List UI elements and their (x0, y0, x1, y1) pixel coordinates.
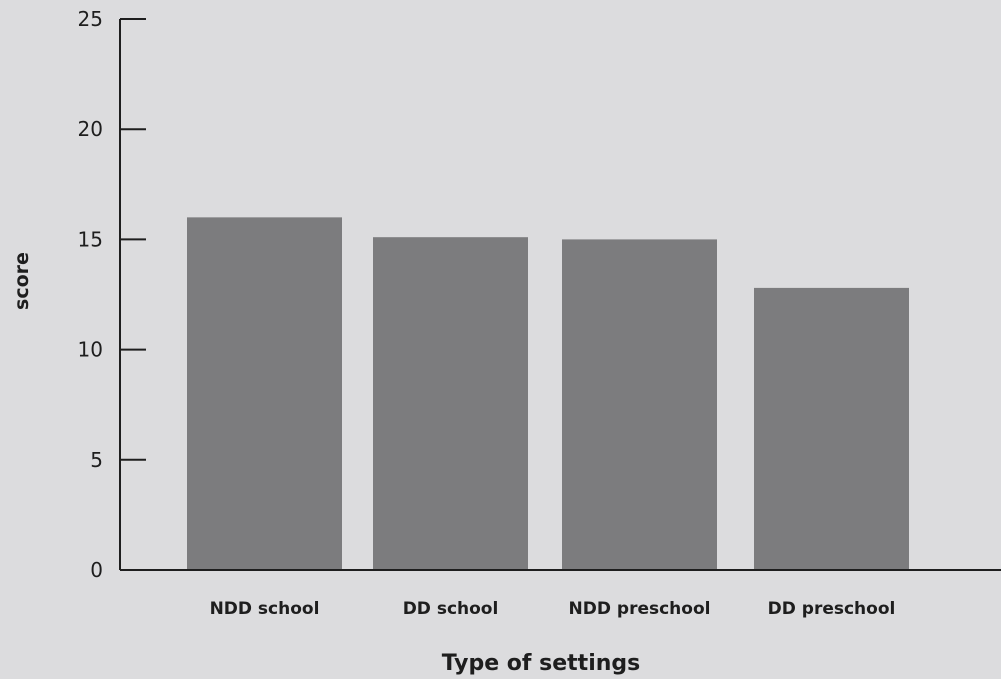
x-axis-title: Type of settings (442, 651, 641, 676)
y-tick-label: 15 (78, 227, 103, 251)
x-category-label: DD preschool (768, 599, 896, 619)
y-tick-label: 0 (90, 558, 103, 582)
y-tick-label: 5 (90, 448, 103, 472)
x-category-label: NDD school (210, 599, 320, 619)
y-tick-label: 10 (78, 338, 103, 362)
axes-group (119, 19, 1001, 571)
x-category-label: NDD preschool (569, 599, 711, 619)
bar (562, 239, 717, 570)
bar (373, 237, 528, 571)
y-tick-label: 25 (78, 7, 103, 31)
bar (754, 287, 909, 570)
bar (187, 217, 342, 571)
y-tick-label: 20 (78, 117, 103, 141)
y-ticks-group: 0 5 10 15 20 25 (78, 7, 146, 582)
x-category-label: DD school (403, 599, 499, 619)
y-axis-title: score (11, 252, 33, 310)
bars-group (187, 217, 909, 571)
x-labels-group: NDD school DD school NDD preschool DD presc… (210, 599, 896, 619)
